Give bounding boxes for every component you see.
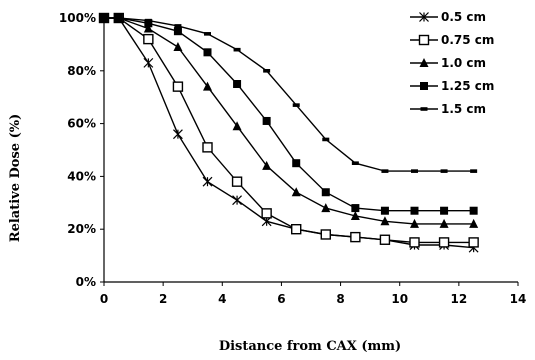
x-tick-labels: 0 2 4 6 8 10 12 14	[100, 292, 527, 306]
data-point	[379, 234, 391, 245]
series-1	[99, 13, 479, 253]
data-point	[469, 218, 479, 228]
x-tick-label: 10	[391, 292, 408, 306]
data-point	[291, 223, 302, 235]
data-point	[469, 206, 478, 215]
data-point	[380, 206, 389, 215]
x-tick-label: 6	[277, 292, 285, 306]
x-tick-label: 4	[218, 292, 226, 306]
data-point	[263, 69, 271, 73]
y-tick-label: 0%	[76, 275, 96, 289]
legend-label: 1.0 cm	[441, 56, 486, 70]
y-tick-label: 20%	[67, 222, 96, 236]
data-point	[439, 218, 449, 228]
series-line	[104, 17, 474, 212]
data-point	[410, 206, 419, 215]
data-point	[115, 16, 123, 20]
data-point	[321, 188, 330, 197]
data-point	[203, 48, 212, 57]
data-point	[233, 47, 241, 52]
data-point	[262, 160, 272, 170]
data-point	[292, 103, 300, 107]
data-point	[418, 34, 430, 46]
y-tick-label: 60%	[67, 117, 96, 131]
data-point	[420, 107, 428, 111]
data-point	[172, 81, 184, 92]
data-point	[420, 82, 428, 90]
data-point	[411, 169, 418, 173]
data-point	[262, 116, 271, 125]
data-point	[380, 216, 390, 226]
data-point	[231, 176, 243, 187]
data-point	[409, 237, 420, 248]
data-point	[320, 229, 331, 240]
data-point	[351, 204, 360, 213]
data-point	[202, 142, 213, 153]
legend-label: 0.5 cm	[441, 10, 486, 24]
data-point	[410, 218, 419, 228]
axes	[100, 17, 519, 286]
x-tick-label: 0	[100, 292, 108, 306]
data-point	[174, 24, 182, 28]
legend: 0.5 cm 0.75 cm 1.0 cm 1.25 cm 1.5 cm	[410, 10, 494, 116]
data-point	[143, 33, 154, 45]
x-tick-label: 2	[159, 292, 167, 306]
series-layer	[98, 12, 479, 253]
legend-label: 1.25 cm	[441, 79, 494, 93]
series-3	[99, 13, 479, 228]
legend-item: 1.25 cm	[410, 79, 494, 93]
data-point	[440, 206, 449, 215]
data-point	[261, 208, 272, 219]
data-point	[173, 42, 183, 52]
data-point	[291, 187, 301, 197]
data-point	[144, 19, 153, 28]
data-point	[468, 237, 479, 248]
x-tick-label: 12	[451, 292, 468, 306]
y-tick-label: 100%	[59, 11, 96, 25]
series-2	[98, 12, 479, 248]
data-point	[203, 81, 212, 91]
data-point	[322, 137, 330, 142]
data-point	[350, 211, 360, 220]
data-point	[143, 23, 153, 33]
series-line	[104, 17, 474, 172]
data-point	[144, 18, 152, 23]
y-tick-labels: 0% 20% 40% 60% 80% 100%	[59, 11, 96, 289]
x-tick-label: 8	[336, 292, 344, 306]
data-point	[440, 169, 448, 173]
x-axis-label: Distance from CAX (mm)	[219, 339, 401, 354]
series-5	[100, 16, 478, 173]
data-point	[350, 231, 361, 243]
legend-item: 1.5 cm	[410, 102, 486, 116]
data-point	[470, 169, 478, 173]
series-line	[104, 17, 474, 225]
data-point	[100, 16, 108, 20]
legend-item: 0.5 cm	[410, 10, 486, 24]
data-point	[419, 58, 429, 67]
x-tick-label: 14	[510, 292, 527, 306]
data-point	[233, 80, 242, 88]
data-point	[351, 161, 359, 165]
data-point	[204, 32, 211, 36]
y-tick-label: 80%	[67, 64, 96, 78]
legend-label: 1.5 cm	[441, 102, 486, 116]
y-tick-label: 40%	[67, 169, 96, 183]
data-point	[381, 169, 389, 173]
data-point	[438, 237, 450, 248]
data-point	[321, 203, 331, 213]
data-point	[173, 27, 182, 36]
legend-item: 1.0 cm	[410, 56, 486, 70]
data-point	[232, 121, 242, 131]
legend-item: 0.75 cm	[410, 33, 494, 47]
legend-label: 0.75 cm	[441, 33, 494, 47]
data-point	[292, 159, 301, 168]
y-axis-label: Relative Dose (%)	[8, 114, 23, 242]
